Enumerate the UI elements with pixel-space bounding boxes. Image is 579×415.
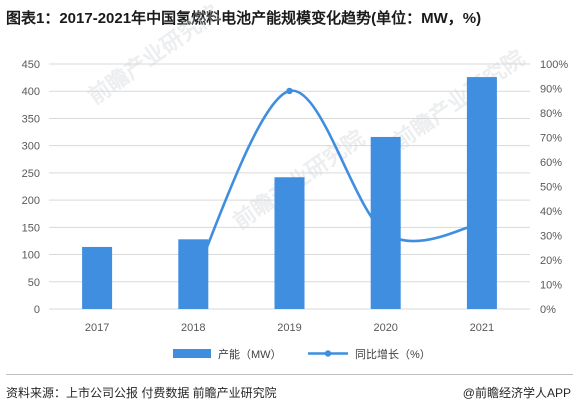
source-note: 资料来源：上市公司公报 付费数据 前瞻产业研究院 — [6, 386, 277, 400]
left-tick-label: 150 — [22, 222, 40, 234]
bar — [82, 246, 113, 309]
right-tick-label: 20% — [540, 255, 562, 267]
bar — [466, 77, 497, 309]
x-tick-label: 2021 — [470, 322, 494, 334]
left-tick-label: 250 — [22, 168, 40, 180]
left-tick-label: 50 — [28, 277, 40, 289]
right-axis: 0% 10% 20% 30% 40% 50% 60% 70% 80% 90% 100% — [540, 59, 568, 316]
left-tick-label: 200 — [22, 195, 40, 207]
footer-divider — [6, 374, 573, 375]
legend-bar-label: 产能（MW） — [218, 347, 282, 361]
x-tick-label: 2017 — [85, 322, 109, 334]
right-tick-label: 0% — [540, 304, 556, 316]
left-tick-label: 450 — [22, 59, 40, 71]
x-tick-label: 2018 — [181, 322, 205, 334]
right-tick-label: 70% — [540, 133, 562, 145]
chart: 前瞻产业研究院前瞻产业研究院前瞻产业研究院 050100150200250300… — [22, 0, 569, 361]
bar — [274, 177, 305, 309]
watermark-text: 前瞻产业研究院 — [84, 0, 225, 110]
right-tick-label: 80% — [540, 108, 562, 120]
legend: 产能（MW） 同比增长（%） — [173, 347, 431, 361]
left-axis: 0 50 100 150 200 250 300 350 400 450 — [22, 59, 40, 316]
legend-line-label: 同比增长（%） — [355, 347, 431, 361]
right-tick-label: 50% — [540, 182, 562, 194]
credit-note: @前瞻经济学人APP — [462, 386, 571, 400]
right-tick-label: 30% — [540, 231, 562, 243]
watermark-text: 前瞻产业研究院 — [389, 45, 530, 155]
right-tick-label: 40% — [540, 206, 562, 218]
legend-line-marker — [324, 350, 332, 357]
line-series — [192, 87, 484, 281]
growth-line — [192, 89, 484, 281]
chart-title: 图表1：2017-2021年中国氢燃料电池产能规模变化趋势(单位：MW，%) — [6, 10, 482, 27]
left-tick-label: 0 — [34, 304, 40, 316]
x-tick-label: 2019 — [277, 322, 301, 334]
bar — [178, 239, 209, 309]
right-tick-label: 10% — [540, 280, 562, 292]
left-tick-label: 300 — [22, 141, 40, 153]
right-tick-label: 100% — [540, 59, 568, 71]
left-tick-label: 400 — [22, 86, 40, 98]
x-tick-label: 2020 — [373, 322, 397, 334]
right-tick-label: 90% — [540, 84, 562, 96]
legend-bar-swatch — [173, 349, 211, 358]
x-axis: 2017 2018 2019 2020 2021 — [85, 322, 494, 334]
growth-peak-marker — [286, 87, 293, 95]
left-tick-label: 350 — [22, 113, 40, 125]
left-tick-label: 100 — [22, 250, 40, 262]
right-tick-label: 60% — [540, 157, 562, 169]
